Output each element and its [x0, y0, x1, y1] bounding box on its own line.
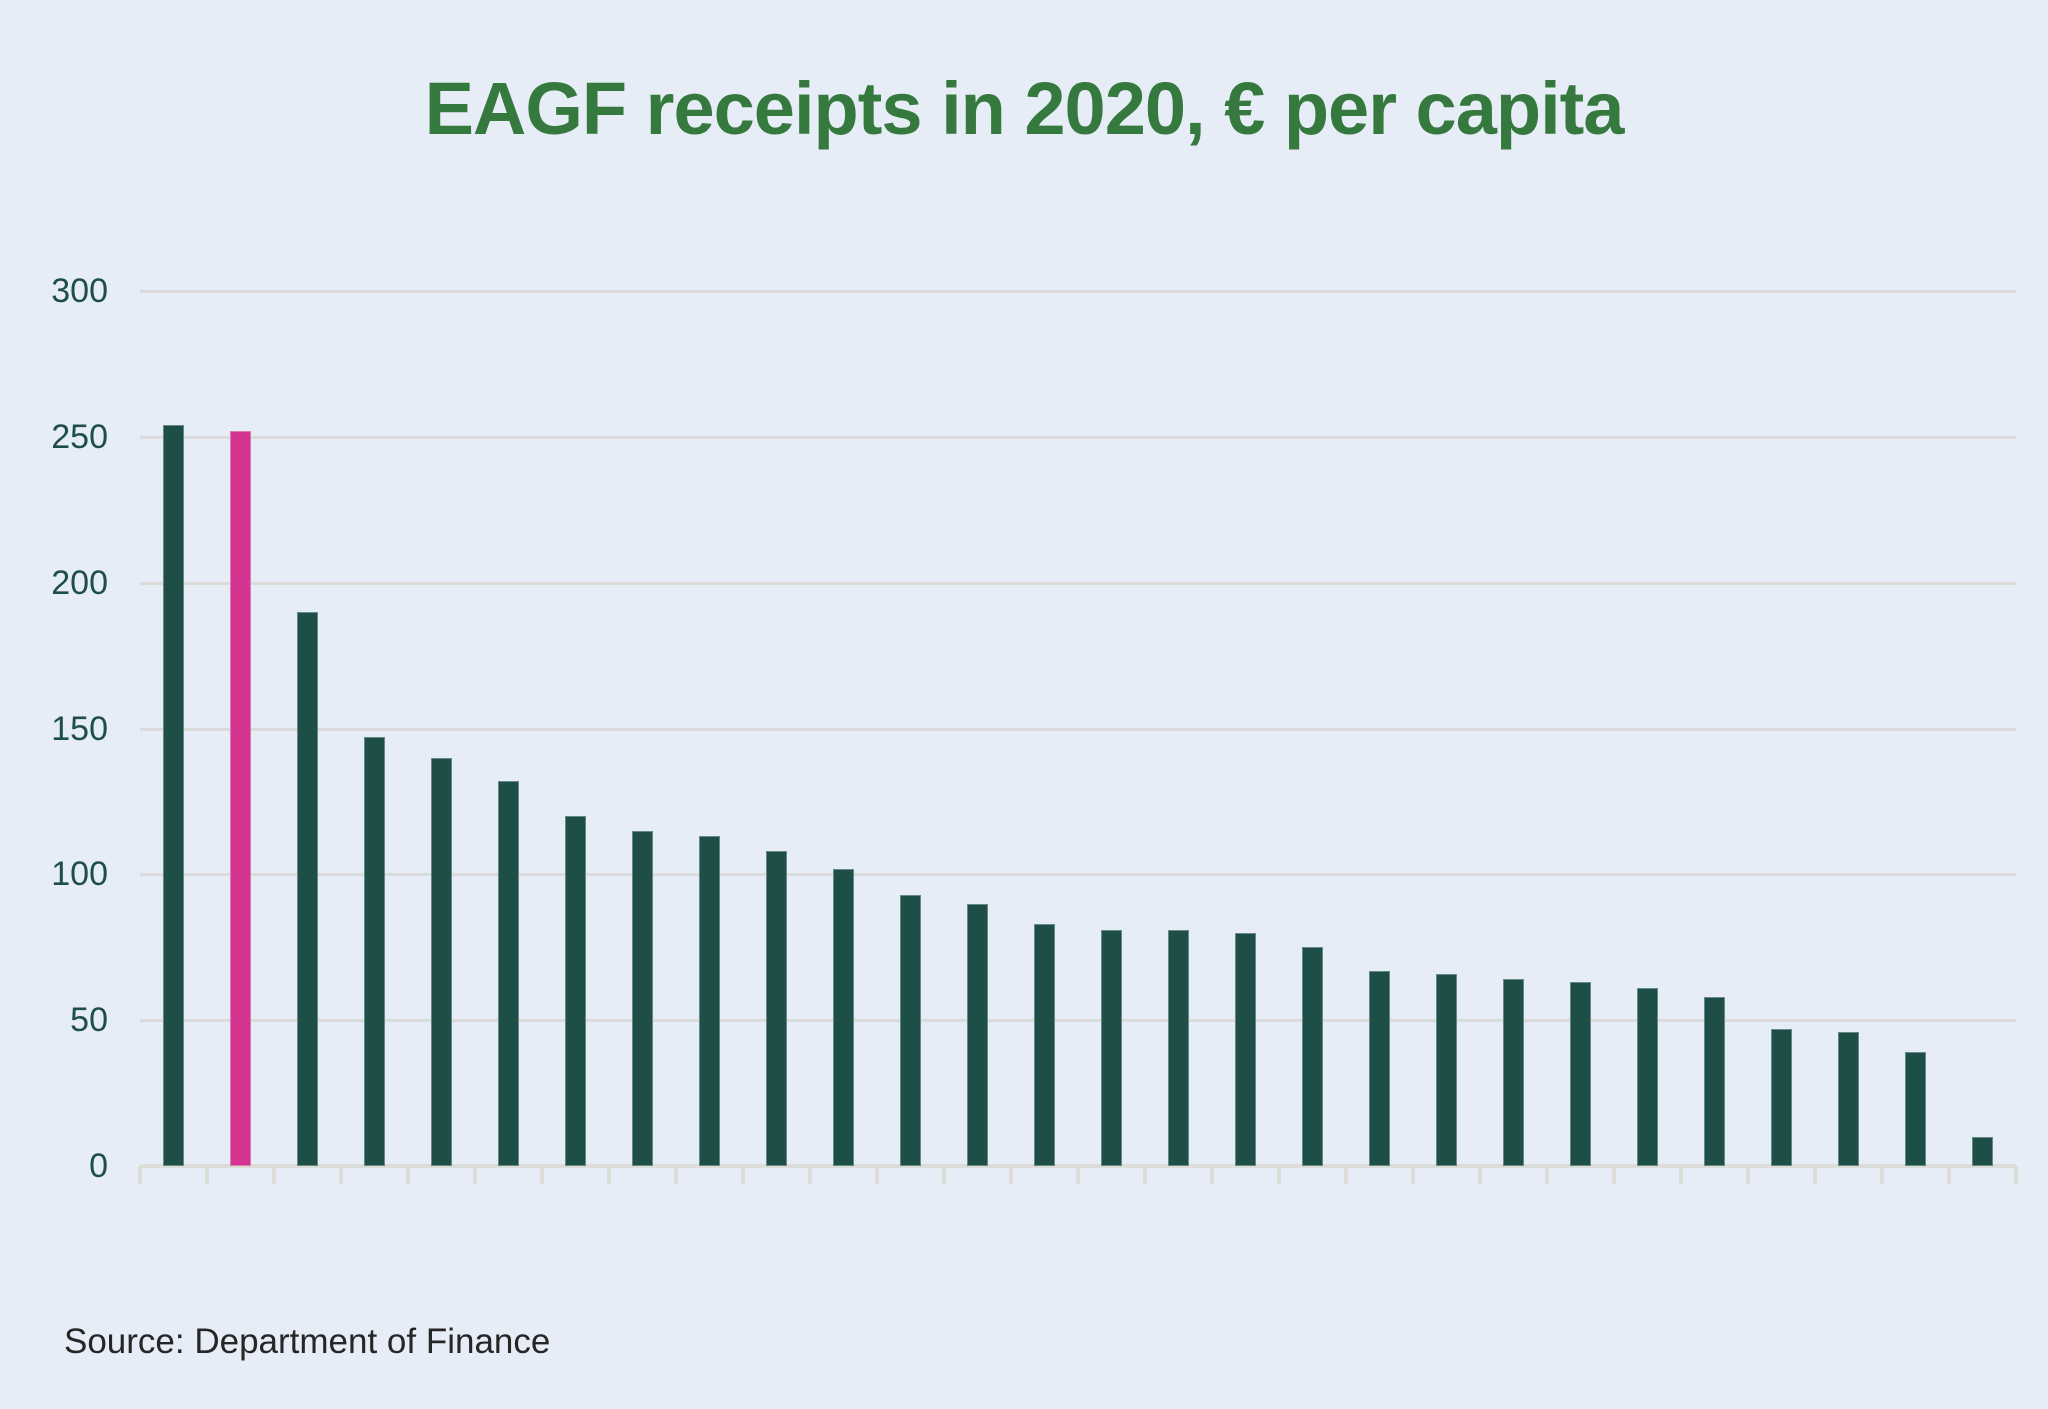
x-axis-tick — [1478, 1166, 1482, 1184]
bar — [498, 781, 519, 1166]
x-axis-tick — [607, 1166, 611, 1184]
x-axis-tick — [1880, 1166, 1884, 1184]
gridline — [140, 435, 2016, 439]
bar — [1101, 929, 1122, 1166]
y-tick-label: 300 — [51, 272, 108, 310]
x-axis-tick — [1277, 1166, 1281, 1184]
x-axis-tick — [1344, 1166, 1348, 1184]
bar — [163, 425, 184, 1166]
x-axis-tick — [1679, 1166, 1683, 1184]
x-axis-tick — [406, 1166, 410, 1184]
x-axis-tick — [1143, 1166, 1147, 1184]
x-axis-tick — [1545, 1166, 1549, 1184]
y-tick-label: 100 — [51, 855, 108, 894]
bar — [766, 851, 787, 1166]
y-tick-label: 150 — [51, 709, 108, 748]
x-axis-tick — [138, 1166, 142, 1184]
bar — [1503, 979, 1524, 1166]
plot-area — [138, 290, 2018, 1184]
x-axis-tick — [1612, 1166, 1616, 1184]
x-axis-tick — [674, 1166, 678, 1184]
x-axis-tick — [1411, 1166, 1415, 1184]
bar — [967, 903, 988, 1166]
gridline — [140, 727, 2016, 731]
bar-highlighted — [230, 431, 251, 1166]
bar — [1570, 982, 1591, 1166]
y-tick-label: 0 — [89, 1147, 108, 1185]
bar — [1704, 996, 1725, 1166]
x-axis-tick — [2014, 1166, 2018, 1184]
source-note: Source: Department of Finance — [64, 1322, 551, 1361]
x-axis-tick — [741, 1166, 745, 1184]
bar — [1838, 1031, 1859, 1166]
bar — [297, 611, 318, 1166]
bar — [1972, 1136, 1993, 1166]
bar — [1436, 973, 1457, 1166]
bar — [364, 737, 385, 1166]
bar — [1637, 988, 1658, 1166]
x-axis-tick — [1813, 1166, 1817, 1184]
x-axis-tick — [272, 1166, 276, 1184]
gridline — [140, 873, 2016, 877]
bar — [1168, 929, 1189, 1166]
bar — [1034, 923, 1055, 1166]
bar — [900, 894, 921, 1166]
x-axis-tick — [1947, 1166, 1951, 1184]
gridline — [140, 290, 2016, 293]
y-tick-label: 250 — [51, 417, 108, 456]
chart-title: EAGF receipts in 2020, € per capita — [424, 67, 1625, 150]
x-axis-tick — [1746, 1166, 1750, 1184]
x-axis-tick — [875, 1166, 879, 1184]
bar — [431, 757, 452, 1166]
bar — [1771, 1028, 1792, 1166]
x-axis-tick — [1210, 1166, 1214, 1184]
bar — [833, 868, 854, 1166]
gridline — [140, 1019, 2016, 1023]
bar — [1369, 970, 1390, 1166]
bar — [1235, 932, 1256, 1166]
y-tick-label: 50 — [70, 1001, 108, 1040]
x-axis-tick — [473, 1166, 477, 1184]
y-axis-labels: 300 250 200 150 100 50 0 — [20, 274, 108, 1183]
y-tick-label: 200 — [51, 563, 108, 602]
bar — [632, 830, 653, 1166]
x-axis-tick — [205, 1166, 209, 1184]
gridline — [140, 581, 2016, 585]
bar — [565, 816, 586, 1166]
x-axis-tick — [808, 1166, 812, 1184]
bar — [1302, 947, 1323, 1166]
x-axis-tick — [540, 1166, 544, 1184]
x-axis-tick — [1009, 1166, 1013, 1184]
x-axis-tick — [942, 1166, 946, 1184]
bar — [1905, 1052, 1926, 1166]
x-axis-tick — [1076, 1166, 1080, 1184]
bar — [699, 836, 720, 1166]
x-axis-tick — [339, 1166, 343, 1184]
